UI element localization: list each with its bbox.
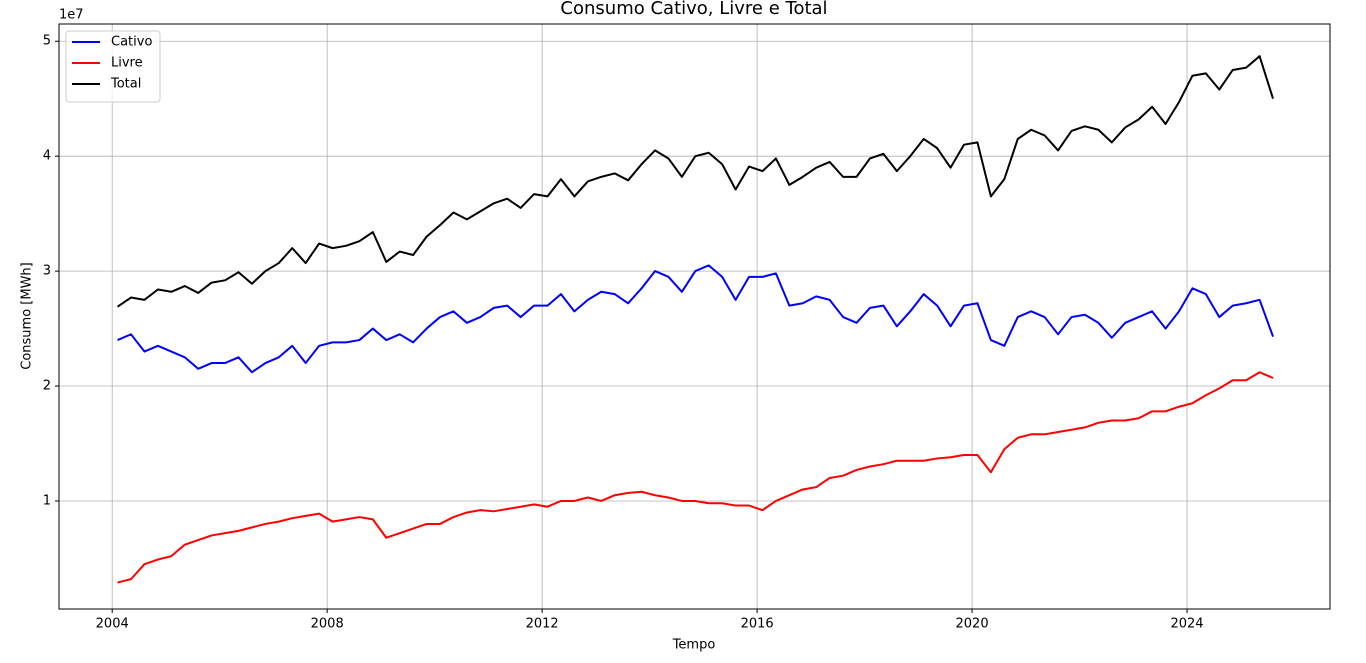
y-axis-label: Consumo [MWh]	[20, 262, 35, 370]
plot-frame	[58, 23, 1331, 610]
y-tick-label: 5	[43, 34, 51, 49]
x-axis-label: Tempo	[672, 638, 716, 653]
y-tick-label: 2	[43, 379, 51, 394]
legend-label: Total	[110, 77, 141, 92]
x-tick-label: 2012	[526, 617, 559, 632]
x-tick-label: 2020	[956, 617, 989, 632]
x-tick-label: 2004	[96, 617, 129, 632]
chart-title: Consumo Cativo, Livre e Total	[560, 0, 827, 19]
x-tick-label: 2016	[741, 617, 774, 632]
data-line	[117, 55, 1274, 308]
y-offset-label: 1e7	[59, 8, 84, 23]
legend-label: Livre	[111, 56, 143, 71]
data-line	[117, 264, 1274, 374]
x-tick-label: 2008	[311, 617, 344, 632]
data-line	[117, 371, 1274, 584]
x-tick-label: 2024	[1170, 617, 1203, 632]
y-tick-label: 1	[43, 493, 51, 508]
y-tick-label: 4	[43, 149, 51, 164]
y-tick-label: 3	[43, 264, 51, 279]
legend-label: Cativo	[111, 35, 152, 50]
legend: Cativo Livre Total	[65, 30, 161, 103]
